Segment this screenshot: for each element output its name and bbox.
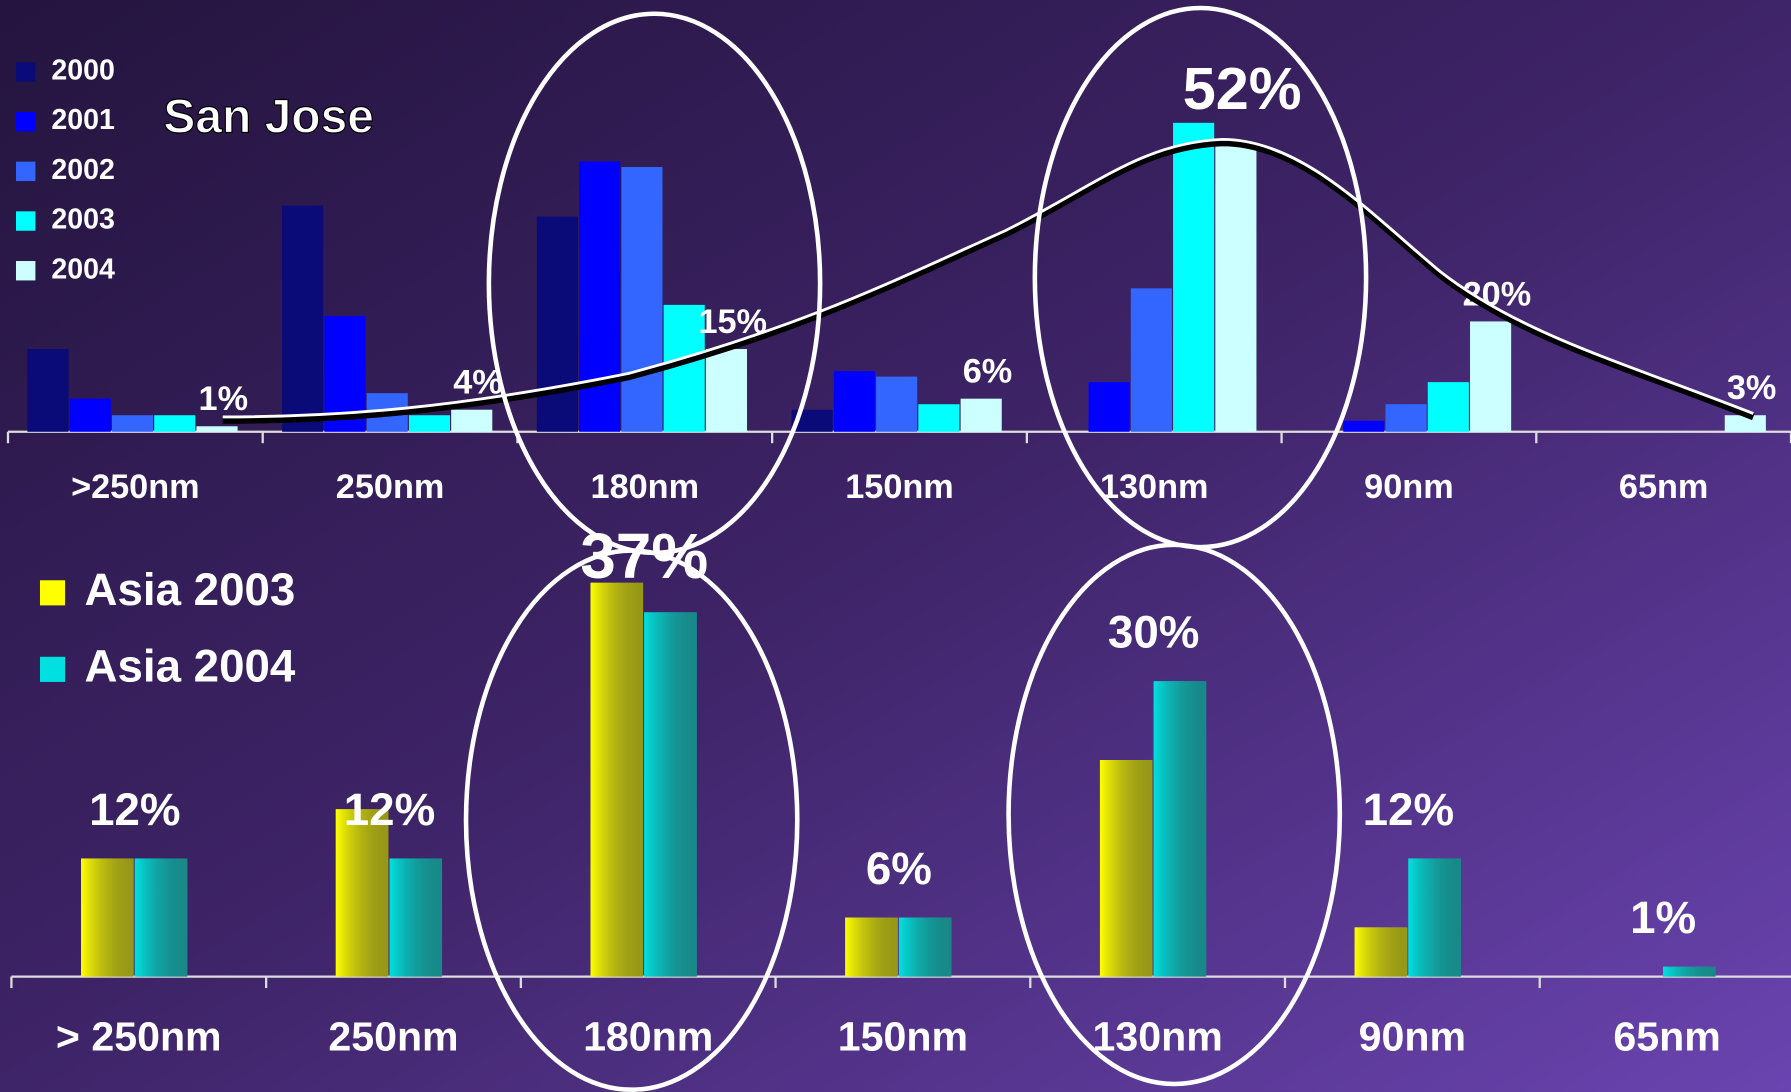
legend-swatch <box>39 656 66 682</box>
bar <box>1354 927 1408 977</box>
bar <box>27 349 69 432</box>
data-label: 1% <box>1630 892 1696 943</box>
bar <box>154 415 196 432</box>
bar <box>579 161 621 432</box>
bar <box>1408 858 1461 977</box>
bar <box>1088 382 1130 432</box>
legend-label: 2001 <box>51 104 115 136</box>
x-tick-label: 150nm <box>845 468 954 506</box>
legend-swatch <box>15 111 36 132</box>
trend-curve <box>222 137 1754 419</box>
data-label: 3% <box>1727 369 1777 407</box>
bar <box>1215 144 1257 432</box>
x-tick-label: 180nm <box>591 468 700 506</box>
bar <box>536 216 578 432</box>
highlight-ellipses <box>463 5 1369 1092</box>
bar <box>590 582 644 977</box>
bar <box>81 858 134 977</box>
x-tick-label: 65nm <box>1619 468 1708 506</box>
legend-label: 2003 <box>51 204 115 236</box>
legend-swatch <box>15 211 36 231</box>
bar <box>791 409 833 432</box>
bar <box>282 205 324 432</box>
bar <box>1343 420 1385 432</box>
legend-swatch <box>15 62 36 82</box>
bar <box>196 426 238 432</box>
bar <box>845 917 898 977</box>
data-label: 30% <box>1108 607 1199 658</box>
bar <box>389 858 443 977</box>
data-label: 12% <box>1363 784 1454 835</box>
x-tick-label: 130nm <box>1100 468 1209 506</box>
bar <box>1099 760 1153 977</box>
x-tick-label: 250nm <box>328 1013 458 1059</box>
data-label: 52% <box>1183 55 1302 122</box>
bar <box>1153 681 1207 977</box>
bar <box>1724 415 1766 432</box>
legend-swatch <box>39 580 66 606</box>
data-label: 4% <box>453 364 503 402</box>
bar <box>408 415 451 432</box>
legend-label: Asia 2003 <box>85 564 296 615</box>
data-label: 12% <box>89 784 180 835</box>
bar <box>898 917 952 977</box>
bar <box>644 612 697 977</box>
legend-swatch <box>15 261 36 281</box>
x-tick-label: 90nm <box>1359 1013 1466 1059</box>
bar <box>621 166 663 432</box>
x-tick-label: > 250nm <box>56 1013 222 1059</box>
bar <box>833 371 875 432</box>
bar <box>1130 288 1172 432</box>
bar <box>876 376 918 432</box>
chart-title: San Jose <box>163 91 374 144</box>
bar <box>1385 404 1427 432</box>
bar <box>335 809 389 977</box>
bar <box>69 398 111 432</box>
x-tick-label: 130nm <box>1093 1013 1223 1059</box>
data-label: 6% <box>963 353 1013 391</box>
legend-label: 2004 <box>51 253 115 285</box>
data-label: 1% <box>199 380 249 418</box>
data-label: 6% <box>866 843 932 894</box>
legend-label: Asia 2004 <box>85 640 296 691</box>
bar <box>1663 966 1716 977</box>
trend-curve <box>222 139 1755 424</box>
legend-swatch <box>15 161 36 182</box>
bar <box>1470 321 1512 432</box>
bar <box>134 858 188 977</box>
x-tick-label: 250nm <box>336 468 445 506</box>
data-label: 12% <box>344 784 435 835</box>
bar <box>918 404 960 432</box>
bar <box>111 415 154 432</box>
bar <box>1427 382 1469 432</box>
x-tick-label: 65nm <box>1613 1013 1720 1059</box>
x-tick-label: 150nm <box>838 1013 968 1059</box>
bar <box>1173 122 1215 432</box>
x-tick-label: >250nm <box>71 468 200 506</box>
bar <box>705 349 748 432</box>
x-tick-label: 90nm <box>1364 468 1453 506</box>
bar <box>960 398 1002 432</box>
legend-label: 2002 <box>51 154 115 186</box>
x-tick-label: 180nm <box>583 1013 713 1059</box>
legend-label: 2000 <box>51 55 115 87</box>
bar <box>451 409 493 432</box>
